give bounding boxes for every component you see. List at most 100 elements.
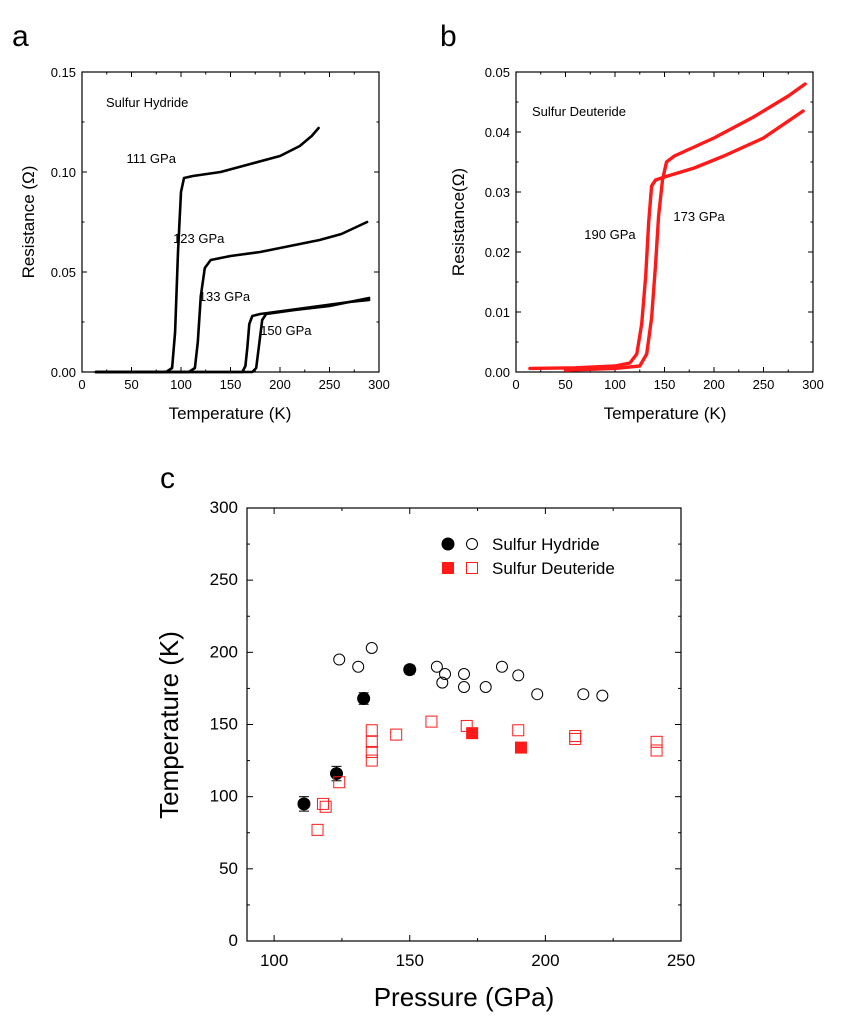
x-tick-label: 200 bbox=[269, 377, 291, 392]
data-point-open-circle bbox=[365, 642, 378, 655]
series-line-190-gpa bbox=[528, 109, 805, 371]
data-point-open-square bbox=[319, 800, 332, 813]
y-tick-label: 100 bbox=[210, 787, 238, 806]
x-tick-label: 50 bbox=[558, 377, 572, 392]
y-tick-label: 0.04 bbox=[485, 125, 510, 140]
data-point-open-square bbox=[311, 823, 324, 836]
x-tick-label: 250 bbox=[667, 951, 695, 970]
y-tick-label: 0.03 bbox=[485, 185, 510, 200]
data-point-open-square bbox=[365, 724, 378, 737]
y-tick-label: 250 bbox=[210, 570, 238, 589]
panel-letter-c: c bbox=[160, 462, 175, 495]
chart-a: 0 50 100 150 200 250 300 0.00 0.05 0.10 0.15 111 G… bbox=[19, 65, 390, 423]
chart-c-ylabel: Temperature (K) bbox=[154, 631, 184, 819]
y-tick-label: 50 bbox=[219, 859, 238, 878]
data-point-open-square bbox=[365, 745, 378, 758]
x-tick-label: 0 bbox=[512, 377, 519, 392]
data-point-open-square bbox=[365, 735, 378, 748]
chart-a-annotation: Sulfur Hydride bbox=[106, 95, 188, 110]
data-point-open-square bbox=[650, 744, 663, 757]
y-tick-label: 0.05 bbox=[485, 65, 510, 80]
data-point-open-square bbox=[425, 715, 438, 728]
data-point-open-circle bbox=[512, 669, 525, 682]
data-point-open-square bbox=[569, 730, 582, 743]
series-label-150-gpa: 150 GPa bbox=[260, 323, 312, 338]
y-tick-label: 0.15 bbox=[51, 65, 76, 80]
y-tick-label: 200 bbox=[210, 642, 238, 661]
x-tick-label: 250 bbox=[319, 377, 341, 392]
data-point-open-circle bbox=[531, 688, 544, 701]
chart-c-frame bbox=[246, 507, 682, 942]
data-point-open-circle bbox=[333, 653, 346, 666]
x-tick-label: 300 bbox=[802, 377, 824, 392]
panel-letter-a: a bbox=[12, 20, 29, 53]
data-point-open-circle bbox=[439, 667, 452, 680]
data-point-open-circle bbox=[577, 688, 590, 701]
y-tick-label: 150 bbox=[210, 715, 238, 734]
chart-c-legend: Sulfur Hydride Sulfur Deuteride bbox=[441, 535, 615, 578]
data-point-open-circle bbox=[352, 660, 365, 673]
data-point-open-square bbox=[650, 735, 663, 748]
data-point-filled-circle bbox=[357, 692, 371, 706]
y-tick-label: 0.00 bbox=[485, 365, 510, 380]
series-line-123-gpa bbox=[94, 220, 369, 374]
x-tick-label: 200 bbox=[703, 377, 725, 392]
y-tick-label: 0.10 bbox=[51, 165, 76, 180]
data-point-filled-square bbox=[514, 741, 527, 754]
series-label-111-gpa: 111 GPa bbox=[127, 151, 177, 166]
y-tick-label: 0.05 bbox=[51, 265, 76, 280]
data-point-filled-circle bbox=[297, 797, 311, 811]
data-point-open-circle bbox=[596, 689, 609, 702]
y-tick-label: 300 bbox=[210, 498, 238, 517]
series-label-173-gpa: 173 GPa bbox=[673, 209, 725, 224]
data-point-open-square bbox=[512, 724, 525, 737]
data-point-open-circle bbox=[495, 660, 508, 673]
y-tick-label: 0 bbox=[229, 931, 238, 950]
data-point-open-circle bbox=[479, 680, 492, 693]
data-point-open-square bbox=[365, 754, 378, 767]
panel-letter-b: b bbox=[440, 20, 457, 53]
x-tick-label: 150 bbox=[654, 377, 676, 392]
x-tick-label: 300 bbox=[368, 377, 390, 392]
legend-label-sulfur-hydride: Sulfur Hydride bbox=[492, 535, 600, 554]
data-point-filled-circle bbox=[403, 663, 417, 677]
y-tick-label: 0.02 bbox=[485, 245, 510, 260]
data-point-open-circle bbox=[466, 538, 478, 550]
x-tick-label: 100 bbox=[260, 951, 288, 970]
chart-a-frame bbox=[81, 71, 380, 373]
series-line-133-gpa bbox=[94, 298, 371, 374]
data-point-open-square bbox=[390, 728, 403, 741]
data-point-open-square bbox=[466, 562, 478, 574]
chart-b-xlabel: Temperature (K) bbox=[604, 404, 727, 423]
x-tick-label: 250 bbox=[753, 377, 775, 392]
chart-b-ylabel: Resistance(Ω) bbox=[449, 168, 468, 276]
data-point-open-square bbox=[333, 776, 346, 789]
chart-c: 100 150 200 250 0 50 100 150 200 250 300 Sulfur Hy… bbox=[154, 498, 695, 1012]
data-point-open-circle bbox=[436, 676, 449, 689]
x-tick-label: 100 bbox=[604, 377, 626, 392]
series-label-190-gpa: 190 GPa bbox=[584, 227, 636, 242]
chart-a-ylabel: Resistance (Ω) bbox=[19, 166, 38, 279]
x-tick-label: 150 bbox=[396, 951, 424, 970]
data-point-open-square bbox=[569, 732, 582, 745]
y-tick-label: 0.00 bbox=[51, 365, 76, 380]
x-tick-label: 50 bbox=[124, 377, 138, 392]
data-point-filled-circle bbox=[330, 767, 344, 781]
chart-c-xlabel: Pressure (GPa) bbox=[374, 982, 555, 1012]
data-point-open-circle bbox=[458, 667, 470, 680]
data-point-open-circle bbox=[458, 680, 470, 693]
chart-a-xlabel: Temperature (K) bbox=[169, 404, 292, 423]
series-label-123-gpa: 123 GPa bbox=[173, 231, 225, 246]
y-tick-label: 0.01 bbox=[485, 305, 510, 320]
legend-label-sulfur-deuteride: Sulfur Deuteride bbox=[492, 559, 615, 578]
series-line-150-gpa bbox=[94, 296, 371, 374]
data-point-open-square bbox=[316, 797, 329, 810]
chart-b-annotation: Sulfur Deuteride bbox=[532, 104, 626, 119]
x-tick-label: 0 bbox=[78, 377, 85, 392]
x-tick-label: 200 bbox=[531, 951, 559, 970]
series-label-133-gpa: 133 GPa bbox=[199, 289, 251, 304]
series-line-173-gpa bbox=[563, 82, 807, 372]
chart-b: 0 50 100 150 200 250 300 0.00 0.01 0.02 0.03 0.04 0.… bbox=[449, 65, 824, 423]
series-line-111-gpa bbox=[94, 126, 320, 374]
